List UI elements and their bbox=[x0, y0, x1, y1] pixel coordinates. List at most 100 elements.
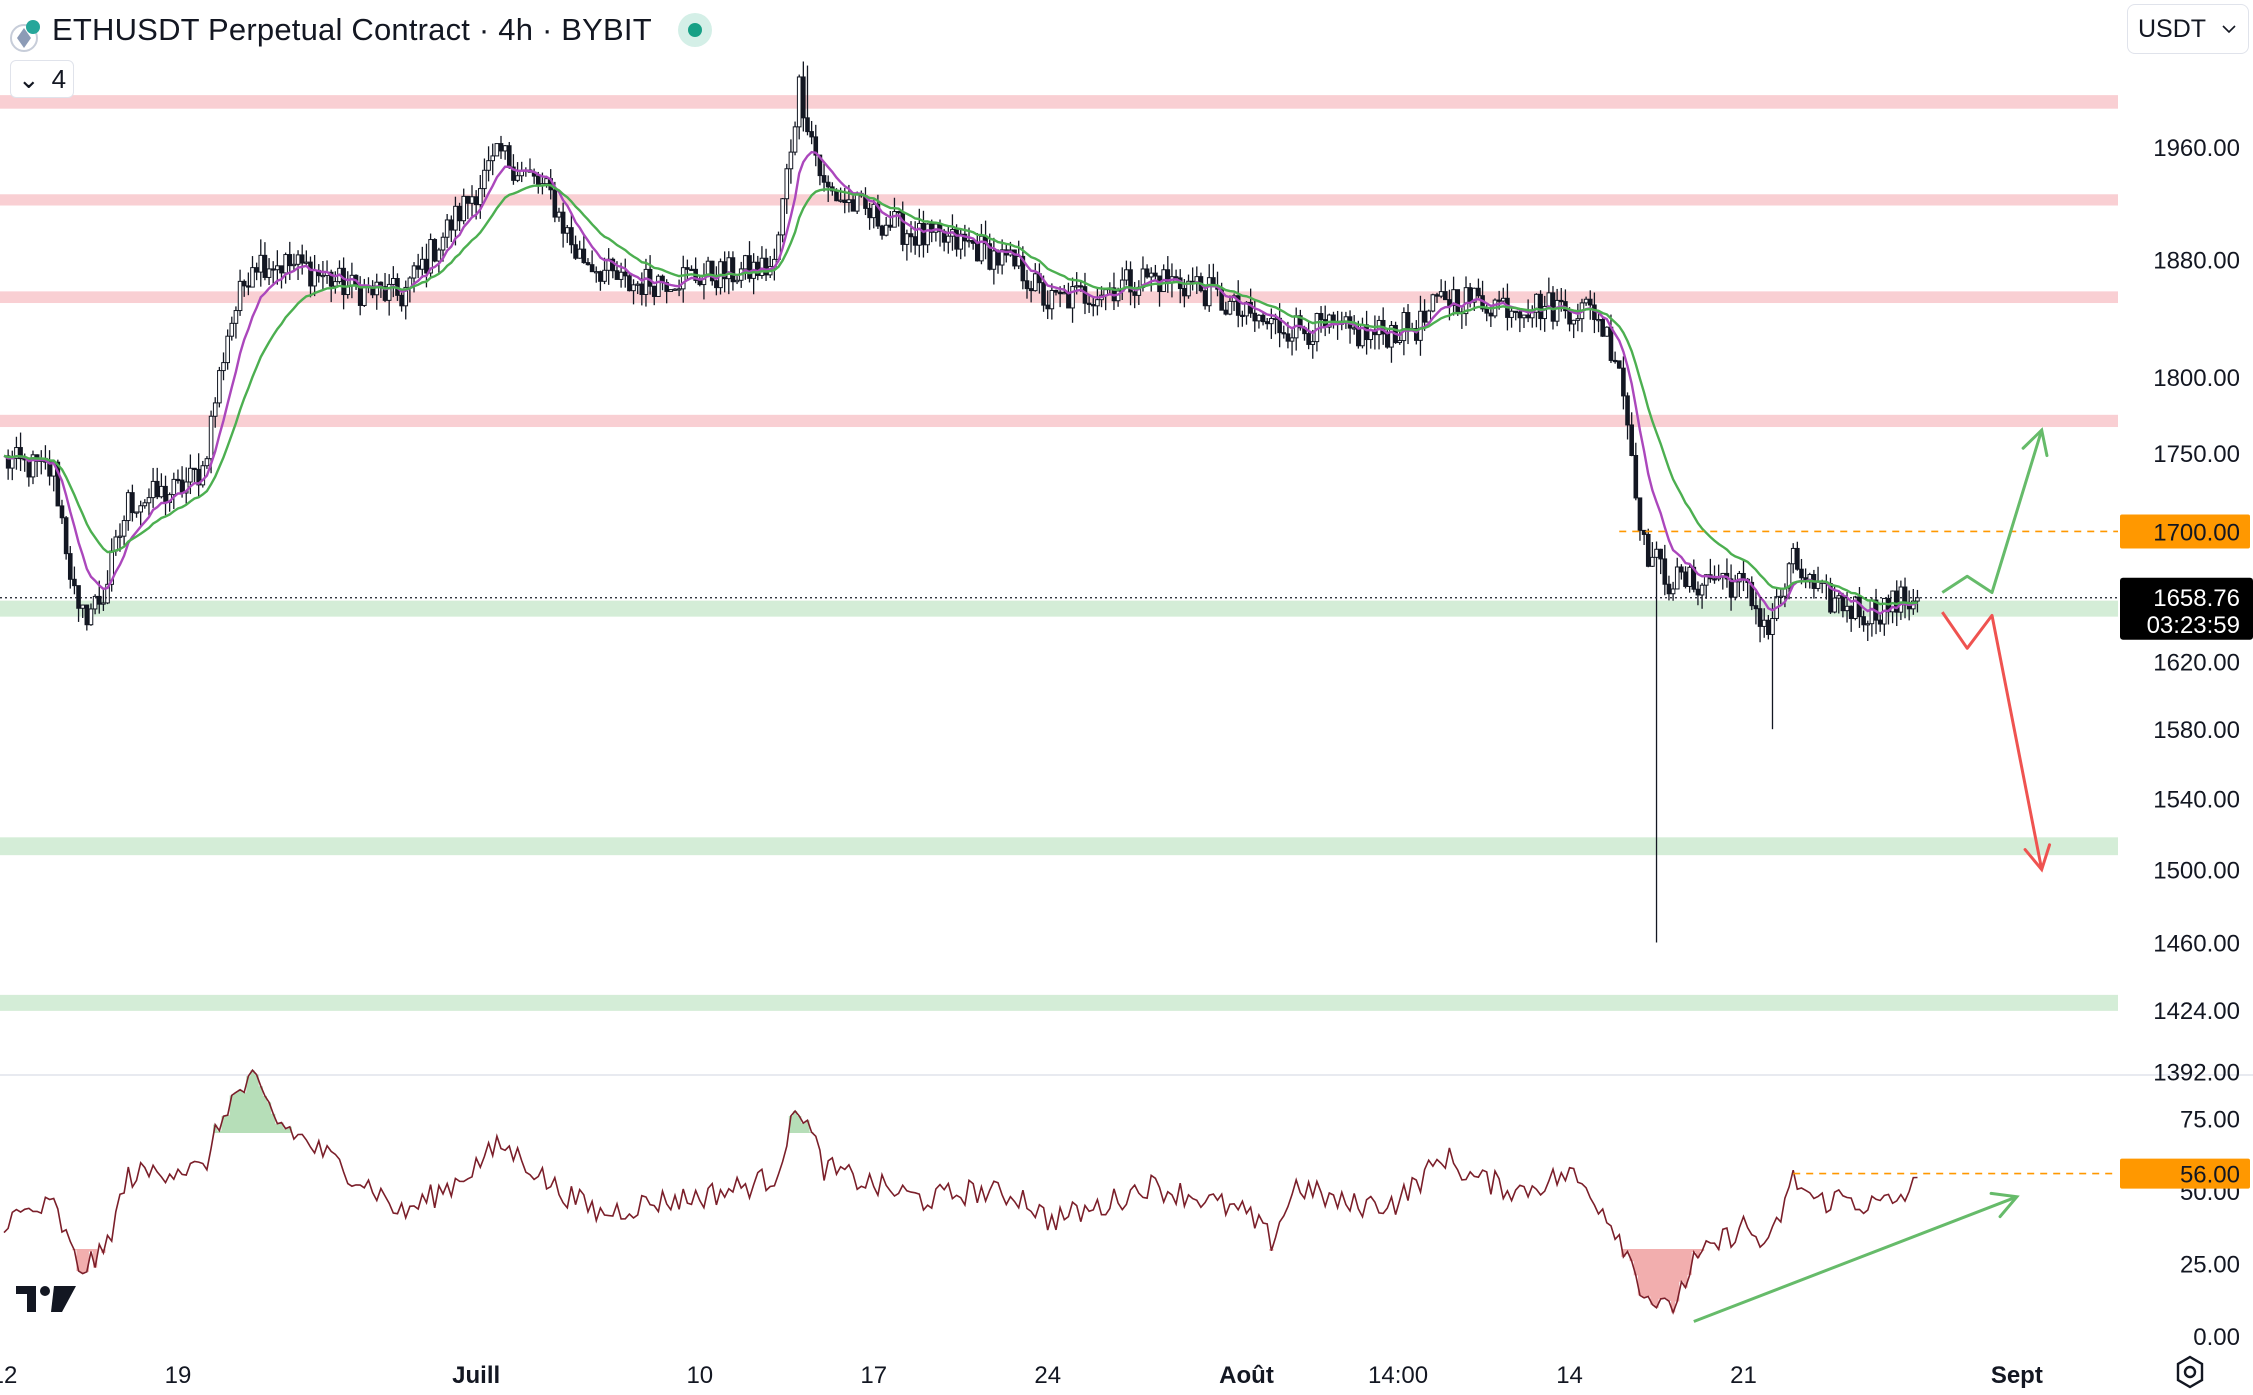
chevron-down-icon: ⌄ bbox=[17, 63, 40, 94]
candle-body bbox=[1090, 304, 1096, 307]
price-tag-1700 bbox=[2120, 514, 2250, 549]
resistance-zone[interactable] bbox=[0, 414, 2118, 428]
candle-body bbox=[1546, 292, 1552, 307]
candle-body bbox=[1525, 314, 1531, 319]
candle-body bbox=[477, 188, 483, 206]
candle-body bbox=[991, 250, 997, 270]
candle-body bbox=[1471, 287, 1477, 303]
candle-body bbox=[1645, 533, 1651, 567]
candle-body bbox=[258, 254, 264, 273]
candle-body bbox=[1202, 290, 1208, 307]
time-axis-label: 24 bbox=[1034, 1362, 1061, 1389]
candle-body bbox=[896, 211, 901, 214]
candle-body bbox=[1587, 298, 1593, 306]
candle-body bbox=[1186, 280, 1191, 297]
chevron-down-icon bbox=[2222, 25, 2236, 34]
candle-body bbox=[96, 595, 102, 605]
candle-body bbox=[473, 196, 479, 206]
candle-body bbox=[1865, 623, 1871, 626]
candle-body bbox=[1687, 566, 1692, 587]
candle-body bbox=[581, 248, 587, 264]
candle-body bbox=[900, 211, 906, 245]
candle-body bbox=[84, 604, 90, 626]
candle-body bbox=[589, 264, 595, 273]
candle-body bbox=[92, 595, 98, 610]
candle-body bbox=[1877, 619, 1883, 625]
support-zone[interactable] bbox=[0, 600, 2118, 617]
candle-body bbox=[1061, 292, 1067, 295]
candle-body bbox=[1086, 302, 1092, 306]
candle-body bbox=[1662, 558, 1668, 585]
support-zone[interactable] bbox=[0, 994, 2118, 1011]
candle-body bbox=[730, 257, 736, 283]
candle-body bbox=[1654, 548, 1659, 558]
candle-body bbox=[544, 178, 549, 185]
candle-body bbox=[1273, 317, 1278, 321]
candle-body bbox=[101, 602, 106, 605]
support-zone[interactable] bbox=[0, 837, 2118, 856]
candle-body bbox=[1041, 282, 1046, 306]
candle-body bbox=[125, 492, 131, 522]
candle-body bbox=[1621, 367, 1626, 397]
candle-body bbox=[602, 269, 607, 282]
candle-body bbox=[486, 160, 491, 171]
symbol-title[interactable]: ETHUSDT Perpetual Contract · 4h · BYBIT bbox=[52, 12, 652, 47]
indicators-toggle-button[interactable]: ⌄ 4 bbox=[10, 60, 74, 98]
candle-body bbox=[1405, 312, 1411, 332]
candle-body bbox=[954, 228, 959, 250]
currency-select[interactable]: USDT bbox=[2127, 4, 2249, 54]
candle-body bbox=[1219, 288, 1224, 311]
candle-body bbox=[117, 535, 123, 538]
candle-body bbox=[511, 166, 516, 181]
candle-body bbox=[792, 126, 798, 153]
candle-body bbox=[1318, 313, 1324, 321]
resistance-zone[interactable] bbox=[0, 194, 2118, 206]
time-axis-label: 17 bbox=[860, 1362, 887, 1389]
candle-body bbox=[415, 265, 421, 270]
candle-body bbox=[229, 322, 235, 337]
candle-body bbox=[1558, 299, 1564, 303]
candle-body bbox=[370, 285, 375, 296]
candle-body bbox=[1836, 595, 1842, 599]
settings-gear-icon[interactable] bbox=[2172, 1354, 2208, 1390]
candle-body bbox=[1206, 277, 1212, 307]
candle-body bbox=[1488, 312, 1494, 317]
candle-body bbox=[1476, 287, 1481, 297]
rsi-axis-label: 75.00 bbox=[2180, 1107, 2240, 1134]
candle-body bbox=[635, 283, 640, 286]
candle-body bbox=[204, 458, 210, 467]
bullish-projection-arrow[interactable] bbox=[1941, 429, 2044, 594]
candle-body bbox=[1815, 581, 1821, 589]
candle-body bbox=[838, 199, 843, 202]
candle-body bbox=[283, 254, 288, 274]
candle-body bbox=[1144, 268, 1150, 278]
candle-body bbox=[1509, 310, 1514, 318]
candle-body bbox=[1414, 328, 1419, 341]
candle-body bbox=[440, 236, 446, 251]
candle-body bbox=[1542, 305, 1548, 320]
candle-body bbox=[1451, 289, 1456, 306]
candle-body bbox=[382, 286, 388, 301]
candle-body bbox=[502, 145, 508, 152]
candle-body bbox=[482, 169, 487, 190]
candle-body bbox=[1298, 315, 1303, 329]
candle-body bbox=[208, 415, 214, 460]
candle-body bbox=[1832, 597, 1837, 613]
candle-body bbox=[146, 497, 152, 504]
candle-body bbox=[457, 205, 462, 222]
candle-body bbox=[817, 154, 823, 177]
candle-body bbox=[465, 195, 471, 204]
candle-body bbox=[1575, 318, 1581, 321]
bearish-projection-arrow[interactable] bbox=[1941, 611, 2044, 870]
candle-body bbox=[1679, 566, 1684, 573]
candle-body bbox=[921, 222, 926, 246]
candle-body bbox=[995, 250, 1001, 266]
candle-body bbox=[821, 175, 827, 183]
candle-body bbox=[1252, 312, 1258, 322]
rsi-trendline[interactable] bbox=[1693, 1195, 2018, 1323]
candle-body bbox=[55, 461, 61, 507]
resistance-zone[interactable] bbox=[0, 291, 2118, 304]
resistance-zone[interactable] bbox=[0, 95, 2118, 109]
candle-body bbox=[801, 76, 806, 119]
